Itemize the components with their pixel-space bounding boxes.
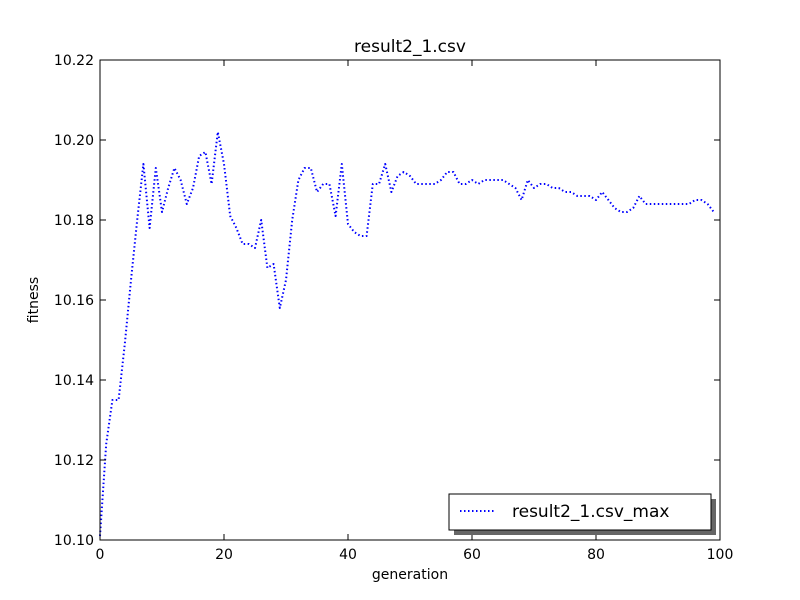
y-tick-label: 10.22: [54, 53, 94, 69]
x-axis-label: generation: [372, 567, 448, 583]
legend-entry-label: result2_1.csv_max: [512, 502, 669, 522]
chart-title: result2_1.csv: [354, 37, 466, 57]
x-tick-label: 0: [96, 547, 105, 563]
series-layer: [99, 131, 715, 537]
x-tick-label: 80: [587, 547, 605, 563]
x-tick-label: 40: [339, 547, 357, 563]
x-tick-label: 20: [215, 547, 233, 563]
legend: result2_1.csv_max: [448, 493, 716, 535]
axes-background: [100, 60, 720, 540]
series-line-0: [99, 131, 715, 537]
x-tick-label: 100: [707, 547, 734, 563]
y-tick-label: 10.10: [54, 533, 94, 549]
plot-area: 0 20 40 60 80 100 10.1010.1210.1410.1610.1810…: [54, 53, 733, 563]
y-tick-label: 10.14: [54, 373, 94, 389]
y-tick-label: 10.16: [54, 293, 94, 309]
x-tick-label: 60: [463, 547, 481, 563]
y-tick-label: 10.20: [54, 133, 94, 149]
y-tick-label: 10.12: [54, 453, 94, 469]
y-axis-label: fitness: [26, 277, 42, 323]
y-axis-ticks: 10.10 10.12 10.14 10.16 10.18 10.20 10.22: [54, 53, 720, 549]
x-axis-ticks: 0 20 40 60 80 100: [96, 60, 734, 563]
y-tick-label: 10.18: [54, 213, 94, 229]
